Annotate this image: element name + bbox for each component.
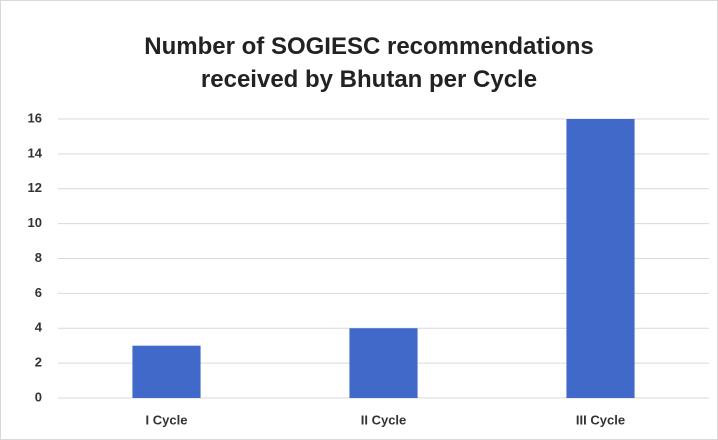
- y-tick-label: 4: [35, 320, 43, 335]
- bar: [132, 345, 201, 398]
- bar: [349, 328, 418, 398]
- x-tick-label: III Cycle: [576, 412, 625, 427]
- y-tick-label: 14: [28, 145, 43, 160]
- bar: [566, 119, 635, 398]
- x-tick-label: II Cycle: [361, 412, 407, 427]
- y-tick-label: 10: [28, 215, 42, 230]
- y-tick-label: 2: [35, 355, 42, 370]
- y-tick-label: 0: [35, 389, 42, 404]
- x-tick-label: I Cycle: [146, 412, 188, 427]
- y-tick-label: 6: [35, 285, 42, 300]
- y-tick-label: 8: [35, 250, 42, 265]
- chart-title: Number of SOGIESC recommendations receiv…: [144, 33, 594, 93]
- y-tick-label: 16: [28, 110, 42, 125]
- y-tick-label: 12: [28, 180, 42, 195]
